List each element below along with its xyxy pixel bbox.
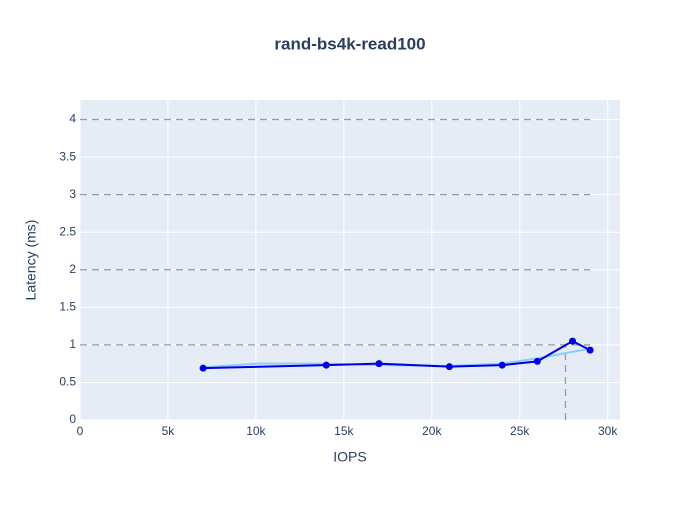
y-tick-label: 1.5: [59, 299, 76, 313]
x-tick-label: 20k: [422, 424, 442, 438]
data-point: [569, 337, 577, 345]
data-point: [498, 361, 506, 369]
plot-area: [80, 100, 620, 420]
series-line: [203, 339, 591, 370]
y-tick-label: 4: [69, 112, 76, 126]
data-point: [199, 364, 207, 372]
x-tick-label: 15k: [334, 424, 354, 438]
x-tick-label: 25k: [510, 424, 530, 438]
data-point: [533, 357, 541, 365]
data-point: [322, 361, 330, 369]
chart-title: rand-bs4k-read100: [274, 34, 425, 53]
y-tick-label: 3: [69, 187, 76, 201]
y-tick-label: 3.5: [59, 149, 76, 163]
x-tick-label: 0: [77, 424, 84, 438]
y-tick-label: 2.5: [59, 224, 76, 238]
y-axis-label: Latency (ms): [23, 220, 39, 301]
y-tick-label: 0: [69, 412, 76, 426]
x-axis-label: IOPS: [333, 449, 366, 465]
data-point: [375, 360, 383, 368]
x-tick-label: 10k: [246, 424, 266, 438]
x-tick-label: 5k: [162, 424, 176, 438]
y-tick-label: 2: [69, 262, 76, 276]
data-point: [445, 363, 453, 371]
x-tick-label: 30k: [598, 424, 618, 438]
y-tick-label: 1: [69, 337, 76, 351]
y-tick-label: 0.5: [59, 375, 76, 389]
data-point: [586, 346, 594, 354]
